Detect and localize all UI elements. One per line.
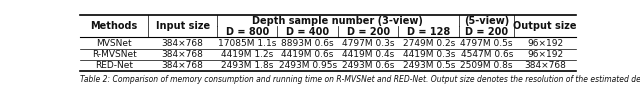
Text: 2509M 0.8s: 2509M 0.8s <box>460 61 513 70</box>
Text: 4419M 0.6s: 4419M 0.6s <box>282 50 334 59</box>
Text: 96×192: 96×192 <box>527 50 563 59</box>
Text: D = 400: D = 400 <box>286 27 329 37</box>
Text: 8893M 0.6s: 8893M 0.6s <box>282 39 334 48</box>
Text: Input size: Input size <box>156 21 210 31</box>
Text: 2749M 0.2s: 2749M 0.2s <box>403 39 455 48</box>
Text: (5-view): (5-view) <box>464 16 509 26</box>
Text: Depth sample number (3-view): Depth sample number (3-view) <box>253 16 423 26</box>
Text: 96×192: 96×192 <box>527 39 563 48</box>
Text: 384×768: 384×768 <box>162 50 204 59</box>
Text: Table 2: Comparison of memory consumption and running time on R-MVSNet and RED-N: Table 2: Comparison of memory consumptio… <box>80 75 640 84</box>
Text: 384×768: 384×768 <box>162 61 204 70</box>
Text: 4419M 0.4s: 4419M 0.4s <box>342 50 394 59</box>
Text: D = 128: D = 128 <box>407 27 451 37</box>
Text: D = 200: D = 200 <box>347 27 390 37</box>
Text: MVSNet: MVSNet <box>97 39 132 48</box>
Text: 384×768: 384×768 <box>162 39 204 48</box>
Text: R-MVSNet: R-MVSNet <box>92 50 136 59</box>
Text: 17085M 1.1s: 17085M 1.1s <box>218 39 276 48</box>
Text: D = 200: D = 200 <box>465 27 508 37</box>
Text: Methods: Methods <box>91 21 138 31</box>
Text: RED-Net: RED-Net <box>95 61 133 70</box>
Text: 4547M 0.6s: 4547M 0.6s <box>461 50 513 59</box>
Text: 4797M 0.3s: 4797M 0.3s <box>342 39 394 48</box>
Text: D = 800: D = 800 <box>225 27 269 37</box>
Text: 2493M 0.95s: 2493M 0.95s <box>278 61 337 70</box>
Text: 4419M 1.2s: 4419M 1.2s <box>221 50 273 59</box>
Text: 2493M 1.8s: 2493M 1.8s <box>221 61 273 70</box>
Text: Output size: Output size <box>513 21 577 31</box>
Text: 2493M 0.5s: 2493M 0.5s <box>403 61 455 70</box>
Text: 2493M 0.6s: 2493M 0.6s <box>342 61 394 70</box>
Text: 4419M 0.3s: 4419M 0.3s <box>403 50 455 59</box>
Text: 4797M 0.5s: 4797M 0.5s <box>460 39 513 48</box>
Text: 384×768: 384×768 <box>524 61 566 70</box>
